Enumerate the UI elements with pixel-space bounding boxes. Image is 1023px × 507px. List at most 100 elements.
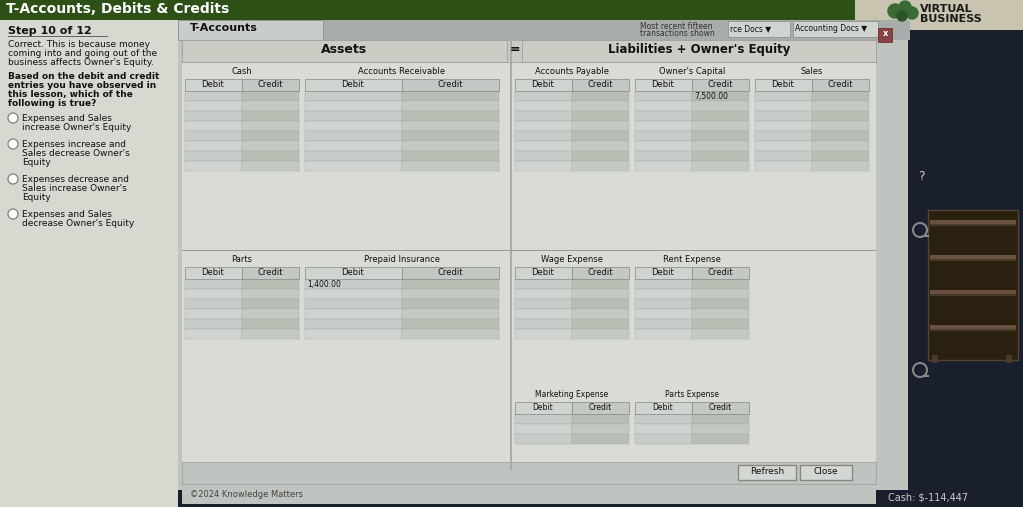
Text: Marketing Expense: Marketing Expense	[535, 390, 609, 399]
Text: Cash: $-114,447: Cash: $-114,447	[888, 492, 968, 502]
Bar	[402, 151, 499, 161]
Bar	[0, 20, 178, 507]
Bar	[0, 0, 1023, 20]
Text: Rent Expense: Rent Expense	[663, 255, 721, 264]
Text: Credit: Credit	[257, 80, 282, 89]
Bar	[182, 40, 507, 62]
Bar	[572, 79, 629, 91]
Bar	[178, 20, 323, 40]
Circle shape	[906, 7, 918, 19]
Text: Expenses and Sales: Expenses and Sales	[23, 210, 112, 219]
Text: Equity: Equity	[23, 158, 51, 167]
Bar	[305, 329, 402, 339]
Text: Debit: Debit	[652, 268, 674, 277]
Bar	[242, 299, 299, 309]
Text: Cash: Cash	[231, 67, 253, 76]
Bar	[305, 279, 402, 289]
Bar	[930, 224, 1016, 226]
Text: rce Docs ▼: rce Docs ▼	[730, 24, 771, 33]
Bar	[242, 319, 299, 329]
Text: this lesson, which of the: this lesson, which of the	[8, 90, 133, 99]
Bar	[572, 434, 629, 444]
Bar	[812, 141, 869, 151]
Bar	[932, 355, 938, 363]
Text: Expenses and Sales: Expenses and Sales	[23, 114, 112, 123]
Bar	[185, 309, 242, 319]
Bar	[515, 161, 572, 171]
Bar	[572, 91, 629, 101]
Bar	[692, 329, 749, 339]
Bar	[305, 267, 402, 279]
Bar	[635, 289, 692, 299]
Bar	[242, 131, 299, 141]
Bar	[402, 299, 499, 309]
Bar	[572, 279, 629, 289]
Bar	[635, 79, 692, 91]
Text: Credit: Credit	[437, 268, 462, 277]
Bar	[572, 402, 629, 414]
Bar	[755, 131, 812, 141]
Bar	[515, 309, 572, 319]
Bar	[182, 462, 876, 484]
Bar	[924, 375, 929, 377]
Bar	[515, 121, 572, 131]
Text: Close: Close	[813, 467, 838, 476]
Bar	[185, 279, 242, 289]
Text: Credit: Credit	[707, 80, 732, 89]
Bar	[402, 131, 499, 141]
Bar	[635, 402, 692, 414]
Bar	[305, 91, 402, 101]
Bar	[635, 111, 692, 121]
Bar	[930, 325, 1016, 329]
Text: Debit: Debit	[532, 268, 554, 277]
Bar	[185, 101, 242, 111]
Bar	[635, 319, 692, 329]
Bar	[515, 329, 572, 339]
Bar	[755, 161, 812, 171]
Text: Parts: Parts	[231, 255, 253, 264]
Circle shape	[8, 139, 18, 149]
Bar	[182, 250, 876, 251]
Bar	[635, 121, 692, 131]
Text: Debit: Debit	[771, 80, 795, 89]
Text: Debit: Debit	[342, 80, 364, 89]
Text: Parts Expense: Parts Expense	[665, 390, 719, 399]
Text: Accounts Receivable: Accounts Receivable	[358, 67, 446, 76]
Bar	[692, 279, 749, 289]
Bar	[855, 0, 1023, 30]
Text: Credit: Credit	[707, 268, 732, 277]
Bar	[305, 111, 402, 121]
Bar	[515, 289, 572, 299]
Text: BUSINESS: BUSINESS	[920, 14, 982, 24]
Bar	[692, 289, 749, 299]
Text: Sales decrease Owner's: Sales decrease Owner's	[23, 149, 130, 158]
Text: T-Accounts: T-Accounts	[190, 23, 258, 33]
Bar	[635, 161, 692, 171]
Bar	[402, 91, 499, 101]
Bar	[572, 309, 629, 319]
Bar	[755, 111, 812, 121]
Text: Accounting Docs ▼: Accounting Docs ▼	[795, 24, 868, 33]
Bar	[515, 279, 572, 289]
Bar	[242, 161, 299, 171]
Bar	[515, 131, 572, 141]
Bar	[178, 20, 908, 40]
Bar	[185, 79, 242, 91]
Circle shape	[8, 174, 18, 184]
Bar	[402, 141, 499, 151]
Bar	[242, 91, 299, 101]
Bar	[402, 329, 499, 339]
Text: 1,400.00: 1,400.00	[307, 280, 341, 289]
Text: Credit: Credit	[708, 403, 731, 412]
Bar	[812, 161, 869, 171]
Bar	[515, 414, 572, 424]
Bar	[305, 141, 402, 151]
Text: Equity: Equity	[23, 193, 51, 202]
Bar	[572, 329, 629, 339]
Text: ?: ?	[918, 170, 925, 183]
Bar	[878, 28, 892, 42]
Bar	[402, 121, 499, 131]
Bar	[515, 101, 572, 111]
Bar	[515, 141, 572, 151]
Bar	[1006, 355, 1012, 363]
